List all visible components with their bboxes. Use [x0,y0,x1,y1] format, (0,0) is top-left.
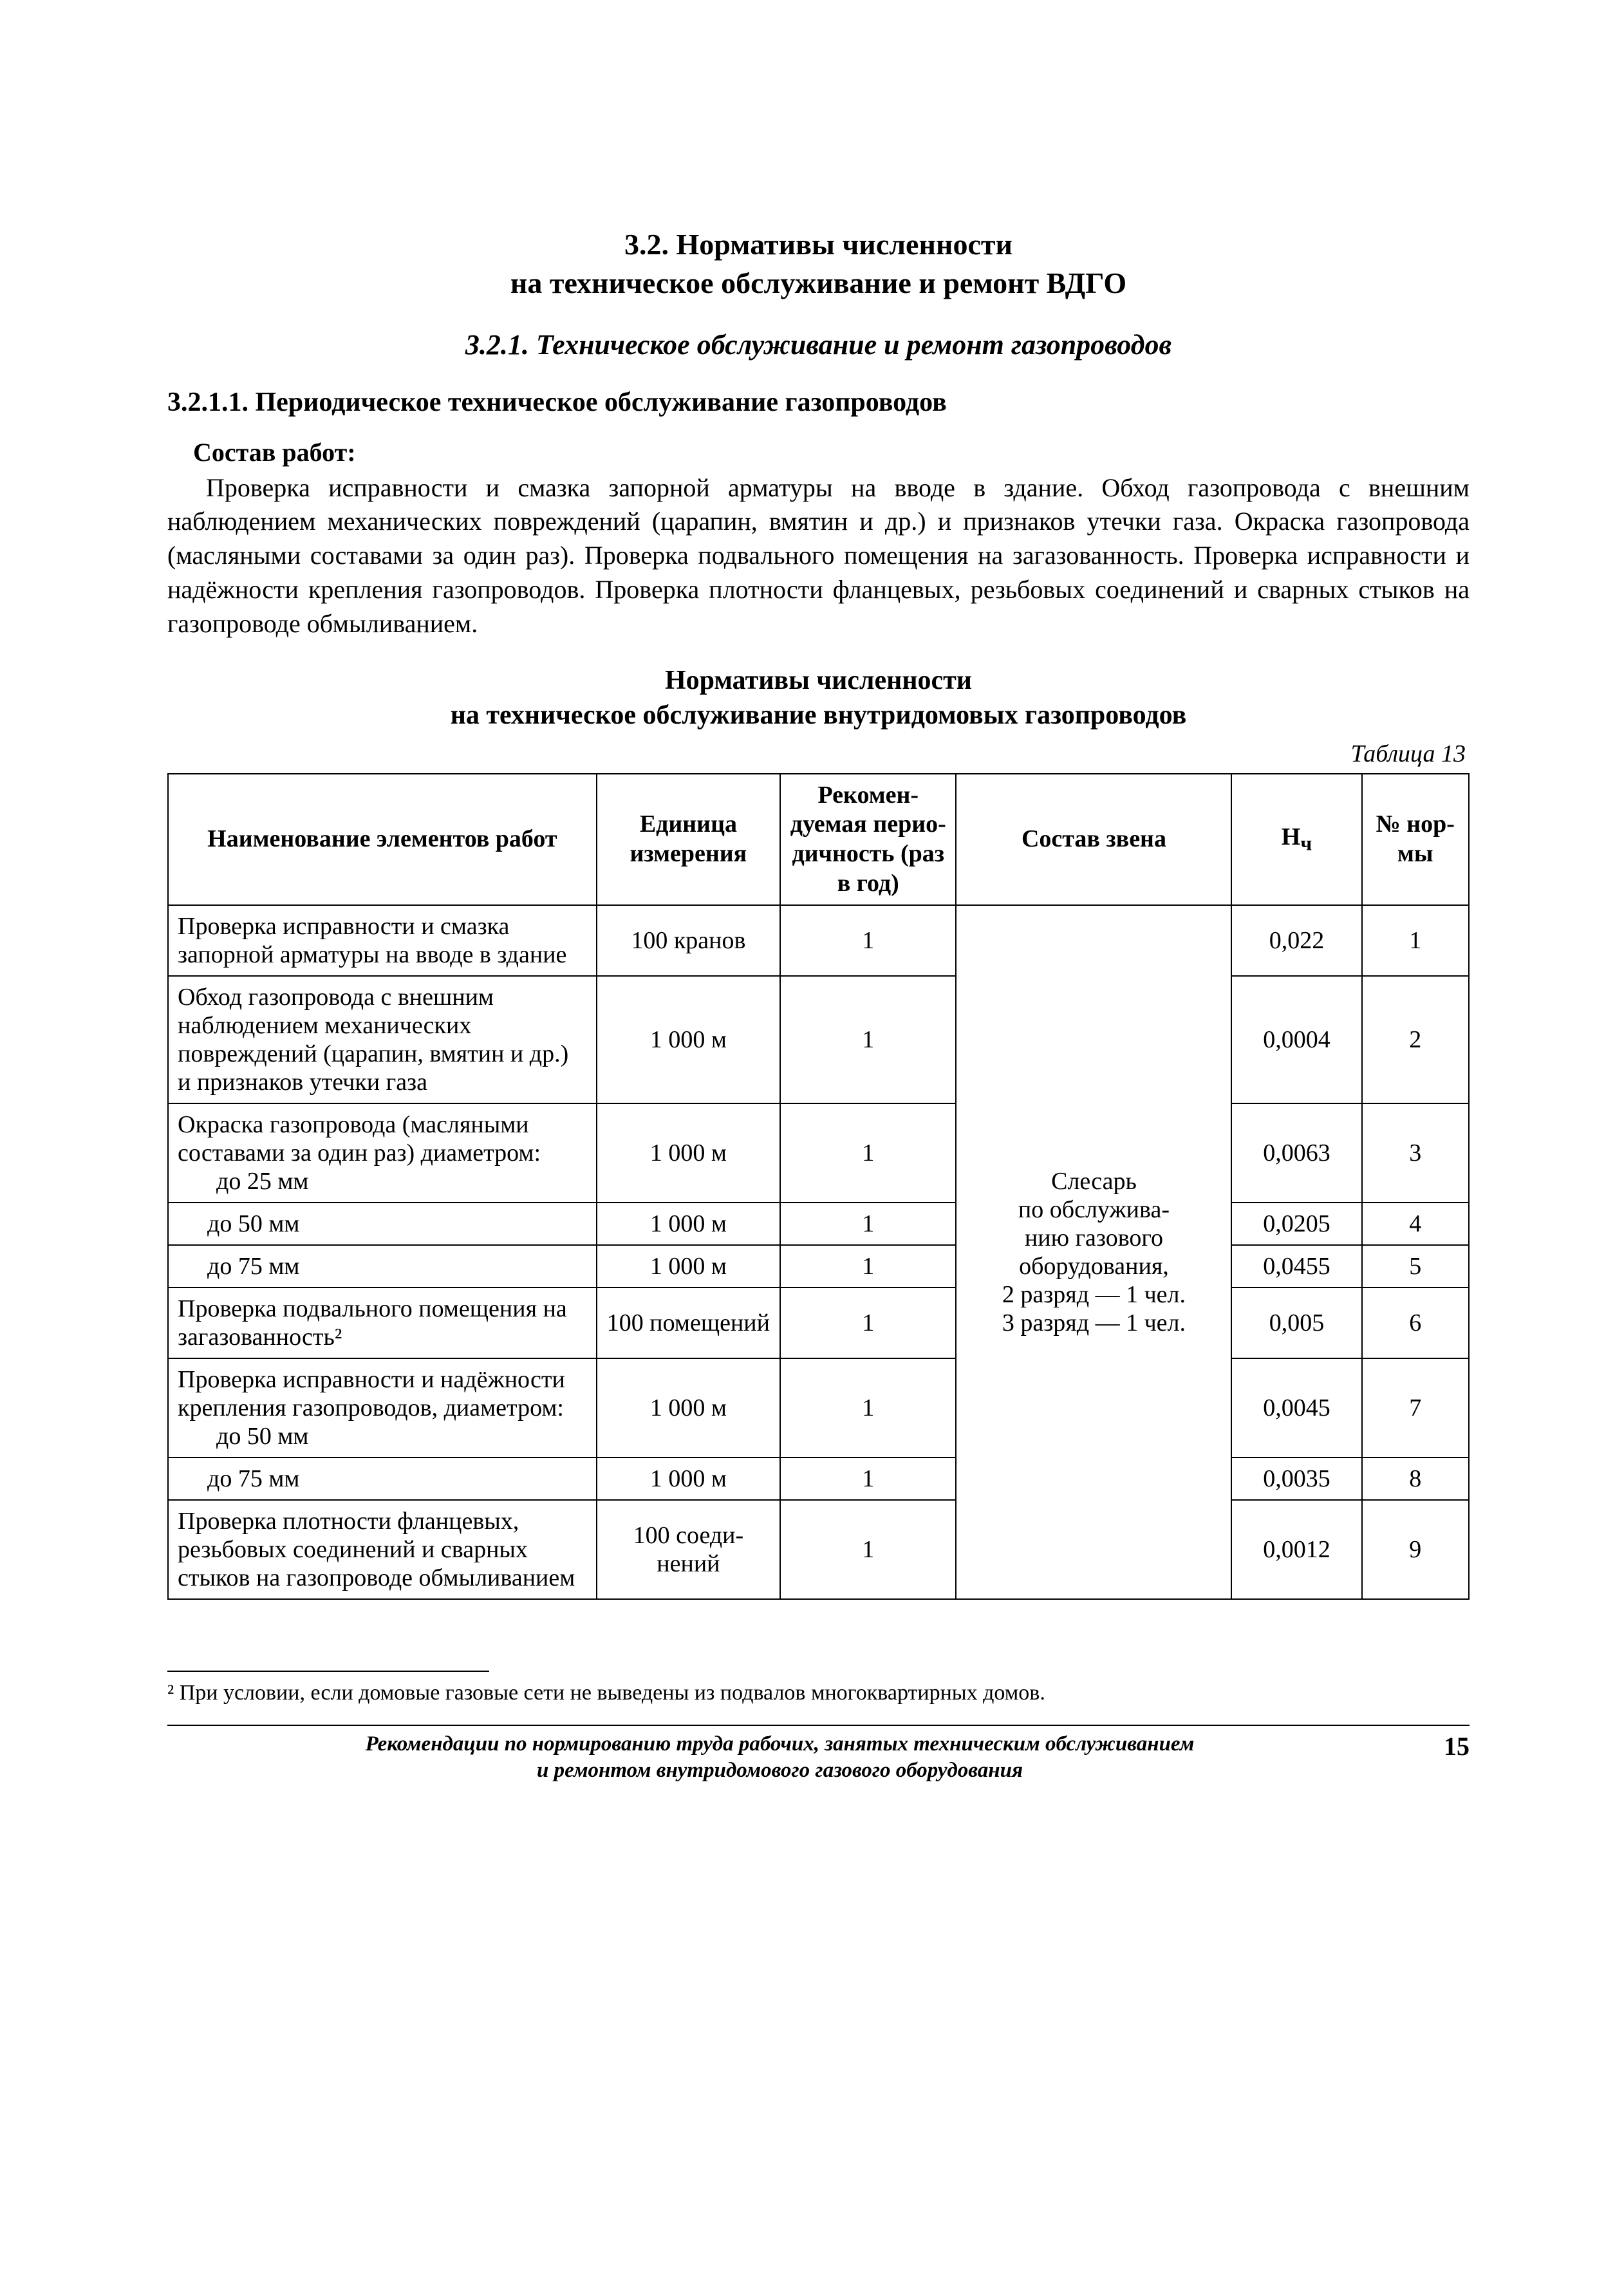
cell-period: 1 [780,1358,956,1457]
cell-name: до 75 мм [168,1245,597,1288]
cell-hn: 0,0205 [1231,1203,1361,1245]
cell-name: Окраска газопровода (масля­ными составам… [168,1103,597,1203]
page: 3.2. Нормативы численности на техническо… [0,0,1624,2277]
table-row: Проверка исправности и на­дёжности крепл… [168,1358,1469,1457]
cell-norm: 7 [1362,1358,1469,1457]
table-row: до 50 мм1 000 м1 0,02054 [168,1203,1469,1245]
table-header: Наименование элементов работ Единица изм… [168,774,1469,905]
crew-line: 3 разряд — 1 чел. [966,1309,1222,1337]
crew-line: оборудования, [966,1252,1222,1280]
cell-period: 1 [780,1245,956,1288]
paragraph-title: 3.2.1.1. Периодическое техническое обслу… [167,387,1470,418]
table-row: Окраска газопровода (масля­ными составам… [168,1103,1469,1203]
table-row: Проверка подвального помеще­ния на загаз… [168,1288,1469,1358]
footnote-text: ² При условии, если домовые газовые сети… [167,1681,1470,1705]
cell-name: Обход газопровода с внешним наблюдением … [168,976,597,1103]
cell-hn: 0,022 [1231,905,1361,976]
th-period: Рекомен­дуемая перио­дичность (раз в год… [780,774,956,905]
footer-line2: и ремонтом внутридомового газового обору… [537,1759,1023,1782]
cell-unit: 1 000 м [597,1103,780,1203]
th-crew: Состав звена [956,774,1231,905]
page-footer: Рекомендации по нормированию труда рабоч… [167,1731,1470,1785]
table-body: Проверка исправности и смазка запорной а… [168,905,1469,1599]
table-number-label: Таблица 13 [167,740,1466,768]
footer-line1: Рекомендации по нормированию труда рабоч… [366,1732,1195,1756]
crew-line: 2 разряд — 1 чел. [966,1280,1222,1309]
table-row: Проверка исправности и смазка запорной а… [168,905,1469,976]
cell-hn: 0,0045 [1231,1358,1361,1457]
cell-name: Проверка исправности и на­дёжности крепл… [168,1358,597,1457]
crew-line: нию газового [966,1224,1222,1252]
table-caption-line2: на техническое обслуживание внутридомовы… [451,700,1187,730]
table-caption: Нормативы численности на техническое обс… [167,663,1470,733]
cell-hn: 0,0035 [1231,1457,1361,1500]
group-header: Окраска газопровода (масля­ными составам… [178,1110,587,1167]
cell-name: до 75 мм [168,1457,597,1500]
cell-crew: Слесарьпо обслужива-нию газовогооборудов… [956,905,1231,1599]
sub-name: до 25 мм [178,1167,587,1195]
cell-hn: 0,005 [1231,1288,1361,1358]
cell-norm: 6 [1362,1288,1469,1358]
cell-norm: 1 [1362,905,1469,976]
cell-period: 1 [780,905,956,976]
crew-line: по обслужива- [966,1195,1222,1224]
cell-unit: 1 000 м [597,976,780,1103]
cell-hn: 0,0063 [1231,1103,1361,1203]
cell-name: Проверка исправности и смазка запорной а… [168,905,597,976]
group-header: Проверка исправности и на­дёжности крепл… [178,1365,587,1422]
table-row: Проверка плотности фланце­вых, резьбовых… [168,1500,1469,1599]
footnote-rule [167,1671,489,1672]
cell-unit: 1 000 м [597,1245,780,1288]
work-composition-label: Состав работ: [193,437,1470,467]
crew-line: Слесарь [966,1167,1222,1195]
cell-norm: 2 [1362,976,1469,1103]
cell-hn: 0,0004 [1231,976,1361,1103]
cell-name: Проверка подвального помеще­ния на загаз… [168,1288,597,1358]
cell-period: 1 [780,1288,956,1358]
section-title: 3.2. Нормативы численности на техническо… [167,225,1470,303]
paragraph-body: Проверка исправности и смазка запорной а… [167,471,1470,641]
section-title-line2: на техническое обслуживание и ремонт ВДГ… [510,267,1126,299]
cell-period: 1 [780,1500,956,1599]
subsection-title: 3.2.1. Техническое обслуживание и ремонт… [167,328,1470,361]
cell-name: Проверка плотности фланце­вых, резьбовых… [168,1500,597,1599]
table-row: Обход газопровода с внешним наблюдением … [168,976,1469,1103]
sub-name: до 50 мм [178,1422,587,1450]
cell-unit: 1 000 м [597,1203,780,1245]
cell-period: 1 [780,1457,956,1500]
table-row: до 75 мм1 000 м1 0,00358 [168,1457,1469,1500]
cell-norm: 8 [1362,1457,1469,1500]
th-norm: № нор­мы [1362,774,1469,905]
table-row: до 75 мм1 000 м1 0,04555 [168,1245,1469,1288]
cell-period: 1 [780,1203,956,1245]
cell-unit: 100 соеди­нений [597,1500,780,1599]
cell-hn: 0,0012 [1231,1500,1361,1599]
cell-norm: 4 [1362,1203,1469,1245]
th-hn: Нч [1231,774,1361,905]
cell-name: до 50 мм [168,1203,597,1245]
th-name: Наименование элементов работ [168,774,597,905]
cell-norm: 3 [1362,1103,1469,1203]
cell-unit: 100 поме­щений [597,1288,780,1358]
footer-rule [167,1725,1470,1726]
table-caption-line1: Нормативы численности [665,666,972,695]
section-title-line1: 3.2. Нормативы численности [624,228,1013,261]
page-number: 15 [1392,1731,1470,1761]
footer-text: Рекомендации по нормированию труда рабоч… [167,1731,1392,1785]
cell-norm: 5 [1362,1245,1469,1288]
cell-unit: 100 кранов [597,905,780,976]
th-unit: Единица измерения [597,774,780,905]
cell-unit: 1 000 м [597,1457,780,1500]
cell-period: 1 [780,1103,956,1203]
norms-table: Наименование элементов работ Единица изм… [167,773,1470,1600]
cell-hn: 0,0455 [1231,1245,1361,1288]
cell-unit: 1 000 м [597,1358,780,1457]
cell-norm: 9 [1362,1500,1469,1599]
cell-period: 1 [780,976,956,1103]
